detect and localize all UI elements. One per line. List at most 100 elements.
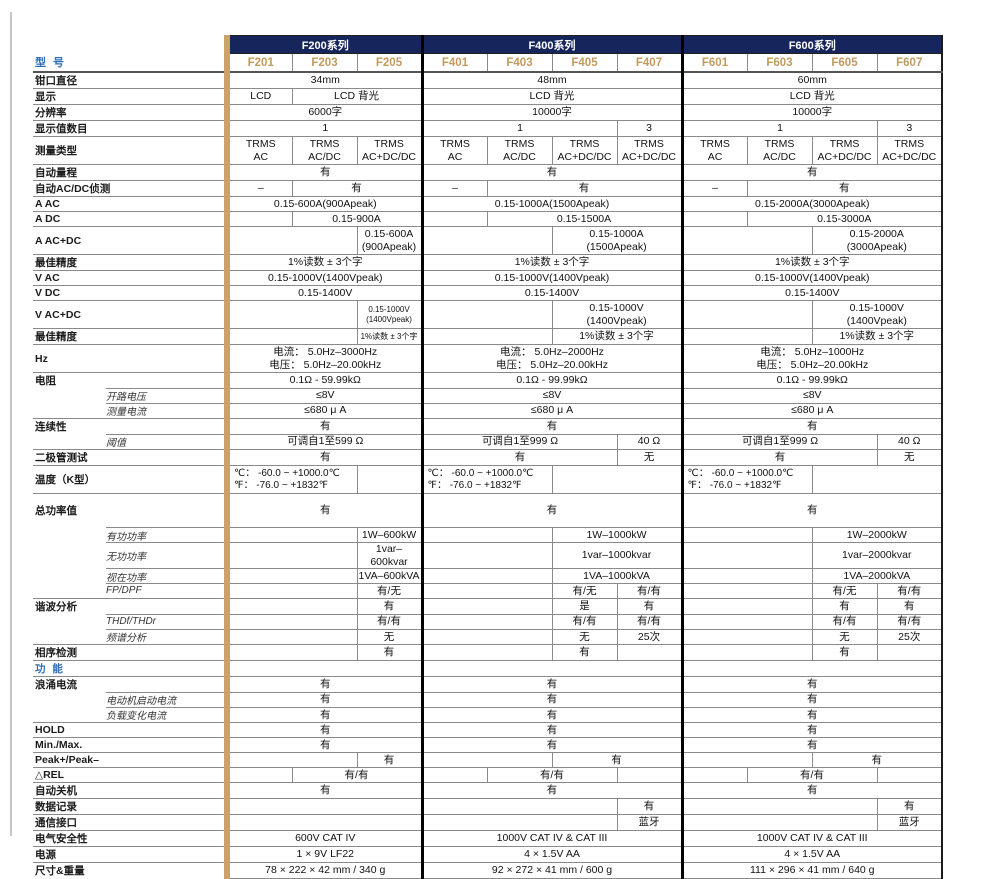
row-label: 负载变化电流 xyxy=(33,706,227,723)
row-label: 频谱分析 xyxy=(33,628,227,645)
row-label: Min./Max. xyxy=(33,737,227,753)
table-row: A DC 0.15-900A 0.15-1500A 0.15-3000A xyxy=(33,211,943,227)
row-label: 温度（K型） xyxy=(33,465,227,494)
table-row: 自动AC/DC侦测 – 有 – 有 – 有 xyxy=(33,180,943,197)
table-row: 电动机启动电流有有有 xyxy=(33,691,943,708)
spec-cell: 10000字 xyxy=(680,104,943,121)
spec-cell: 有 xyxy=(224,737,423,754)
table-row: 最佳精度 1%读数 ± 3个字 1%读数 ± 3个字 1%读数 ± 3个字 xyxy=(33,328,943,345)
spec-cell: 34mm xyxy=(224,71,423,89)
row-label: 显示 xyxy=(33,88,227,105)
spec-cell: 1VA–2000kVA xyxy=(811,568,943,585)
row-label: 尺寸&重量 xyxy=(33,862,227,879)
spec-cell: 有 xyxy=(680,164,943,181)
spec-cell: 0.15-900A xyxy=(291,211,423,227)
row-label: 自动量程 xyxy=(33,164,227,181)
spec-cell: 有/有 xyxy=(291,767,423,784)
table-row: 显示 LCD LCD 背光 LCD 背光 LCD 背光 xyxy=(33,88,943,105)
spec-cell: 有 xyxy=(356,752,423,769)
spec-cell xyxy=(420,300,553,329)
spec-cell: 有 xyxy=(551,644,618,662)
spec-cell xyxy=(420,660,683,678)
spec-cell xyxy=(680,628,813,646)
spec-cell: 0.15-1000V (1400Vpeak) xyxy=(811,300,943,329)
table-row: 阈值 可调自1至599 Ω 可调自1至999 Ω 40 Ω 可调自1至999 Ω 40 Ω xyxy=(33,433,943,450)
spec-cell: 有 xyxy=(291,180,423,197)
spec-cell: 有 xyxy=(876,798,943,816)
spec-cell xyxy=(420,598,553,615)
spec-cell: ≤8V xyxy=(680,387,943,404)
table-row: 自动关机有有有 xyxy=(33,782,943,800)
spec-cell: TRMS AC+DC/DC xyxy=(876,136,943,165)
row-label: 阈值 xyxy=(33,433,227,450)
spec-cell: 有 xyxy=(811,752,943,769)
row-label: 数据记录 xyxy=(33,798,227,815)
table-row: 显示值数目 1 1 3 1 3 xyxy=(33,120,943,137)
spec-cell xyxy=(616,767,683,784)
spec-cell: 1%读数 ± 3个字 xyxy=(224,254,423,271)
spec-cell: 有 xyxy=(420,722,683,739)
table-row: 连续性有有有 xyxy=(33,418,943,435)
model-header-label: 型 号 xyxy=(33,53,227,73)
spec-cell: 0.15-1400V xyxy=(224,285,423,301)
spec-cell: 电流： 5.0Hz–1000Hz 电压： 5.0Hz–20.00kHz xyxy=(680,344,943,373)
table-row: 相序检测 有 有 有 xyxy=(33,644,943,662)
spec-cell: 有/有 xyxy=(811,613,878,630)
spec-cell xyxy=(680,613,813,630)
row-label: 总功率值 xyxy=(33,493,227,528)
spec-cell: 无 xyxy=(811,628,878,646)
spec-cell: 1W–2000kW xyxy=(811,527,943,543)
spec-cell: TRMS AC+DC/DC xyxy=(551,136,618,165)
row-label: 电动机启动电流 xyxy=(33,691,227,707)
spec-cell xyxy=(680,300,813,329)
row-label: 电阻 xyxy=(33,372,227,388)
row-label: Hz xyxy=(33,344,227,373)
spec-cell: ℃： -60.0 ~ +1000.0℃ ℉： -76.0 ~ +1832℉ xyxy=(680,465,813,494)
table-row: 尺寸&重量 78 × 222 × 42 mm / 340 g 92 × 272 × … xyxy=(33,862,943,879)
spec-cell: – xyxy=(420,180,488,197)
table-row: 浪涌电流有有有 xyxy=(33,676,943,693)
table-row: A AC 0.15-600A(900Apeak) 0.15-1000A(1500Ap… xyxy=(33,196,943,212)
spec-cell: ℃： -60.0 ~ +1000.0℃ ℉： -76.0 ~ +1832℉ xyxy=(224,465,358,494)
spec-cell: LCD 背光 xyxy=(291,88,423,105)
spec-cell: 0.15-1000A (1500Apeak) xyxy=(551,226,683,255)
spec-cell: 有 xyxy=(680,676,943,693)
table-row: V DC 0.15-1400V 0.15-1400V 0.15-1400V xyxy=(33,285,943,301)
spec-cell: LCD 背光 xyxy=(420,88,683,105)
spec-cell: 有 xyxy=(420,449,618,466)
spec-cell: 有 xyxy=(420,164,683,181)
spec-cell: 0.15-1000V(1400Vpeak) xyxy=(680,270,943,286)
spec-cell xyxy=(356,465,423,494)
spec-cell: 可调自1至999 Ω xyxy=(680,433,878,450)
spec-cell: ≤680 μ A xyxy=(680,402,943,419)
table-row: 视在功率 1VA–600kVA 1VA–1000kVA 1VA–2000kVA xyxy=(33,568,943,585)
row-label: 浪涌电流 xyxy=(33,676,227,693)
row-label: 自动关机 xyxy=(33,782,227,799)
table-row: Min./Max. 有有有 xyxy=(33,737,943,754)
table-row: Peak+/Peak– 有 有 有 xyxy=(33,752,943,769)
spec-cell: 有 xyxy=(486,180,683,197)
row-label: Peak+/Peak– xyxy=(33,752,227,768)
spec-cell: LCD 背光 xyxy=(680,88,943,105)
spec-cell: 有 xyxy=(224,418,423,435)
spec-cell: 无 xyxy=(876,449,943,466)
spec-cell xyxy=(680,598,813,615)
spec-cell: 1var–600kvar xyxy=(356,541,423,570)
row-label: 无功功率 xyxy=(33,541,227,569)
spec-cell xyxy=(224,328,358,345)
model-name: F405 xyxy=(551,53,618,73)
model-name: F607 xyxy=(876,53,943,73)
spec-cell: 1 xyxy=(680,120,878,137)
spec-cell: 有 xyxy=(680,722,943,739)
spec-cell xyxy=(876,767,943,784)
spec-cell xyxy=(680,767,748,784)
spec-cell xyxy=(420,752,553,769)
row-label: 电源 xyxy=(33,846,227,863)
spec-cell: 可调自1至999 Ω xyxy=(420,433,618,450)
row-label: 测量电流 xyxy=(33,402,227,419)
table-row: 钳口直径 34mm 48mm 60mm xyxy=(33,71,943,89)
spec-cell: 有/有 xyxy=(746,767,878,784)
spec-cell: 有 xyxy=(224,706,423,724)
spec-cell xyxy=(224,541,358,570)
spec-cell: 48mm xyxy=(420,71,683,89)
